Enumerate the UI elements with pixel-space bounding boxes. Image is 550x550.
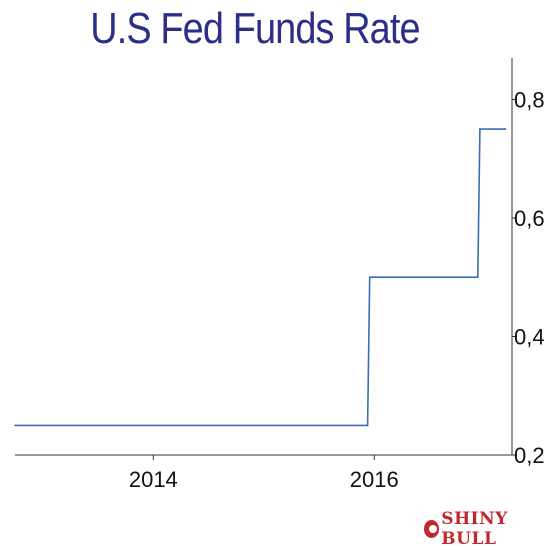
data-point (366, 424, 369, 427)
x-tick-label: 2016 (350, 467, 399, 492)
chart-title: U.S Fed Funds Rate (90, 4, 420, 53)
shiny-bull-logo: SHINY BULL (424, 509, 550, 549)
fed-rate-series-line (15, 128, 506, 427)
bull-logo-icon (424, 520, 440, 538)
data-point (479, 128, 481, 130)
data-point (504, 128, 507, 130)
logo-text: SHINY BULL (441, 509, 508, 549)
data-point (368, 276, 371, 279)
data-point (476, 276, 479, 279)
y-tick-label: 0,4 (514, 324, 545, 349)
y-tick-label: 0,2 (514, 443, 545, 468)
x-tick-label: 2014 (129, 467, 178, 492)
y-tick-label: 0,8 (514, 87, 545, 112)
y-tick-label: 0,6 (514, 206, 545, 231)
data-point (14, 424, 16, 427)
